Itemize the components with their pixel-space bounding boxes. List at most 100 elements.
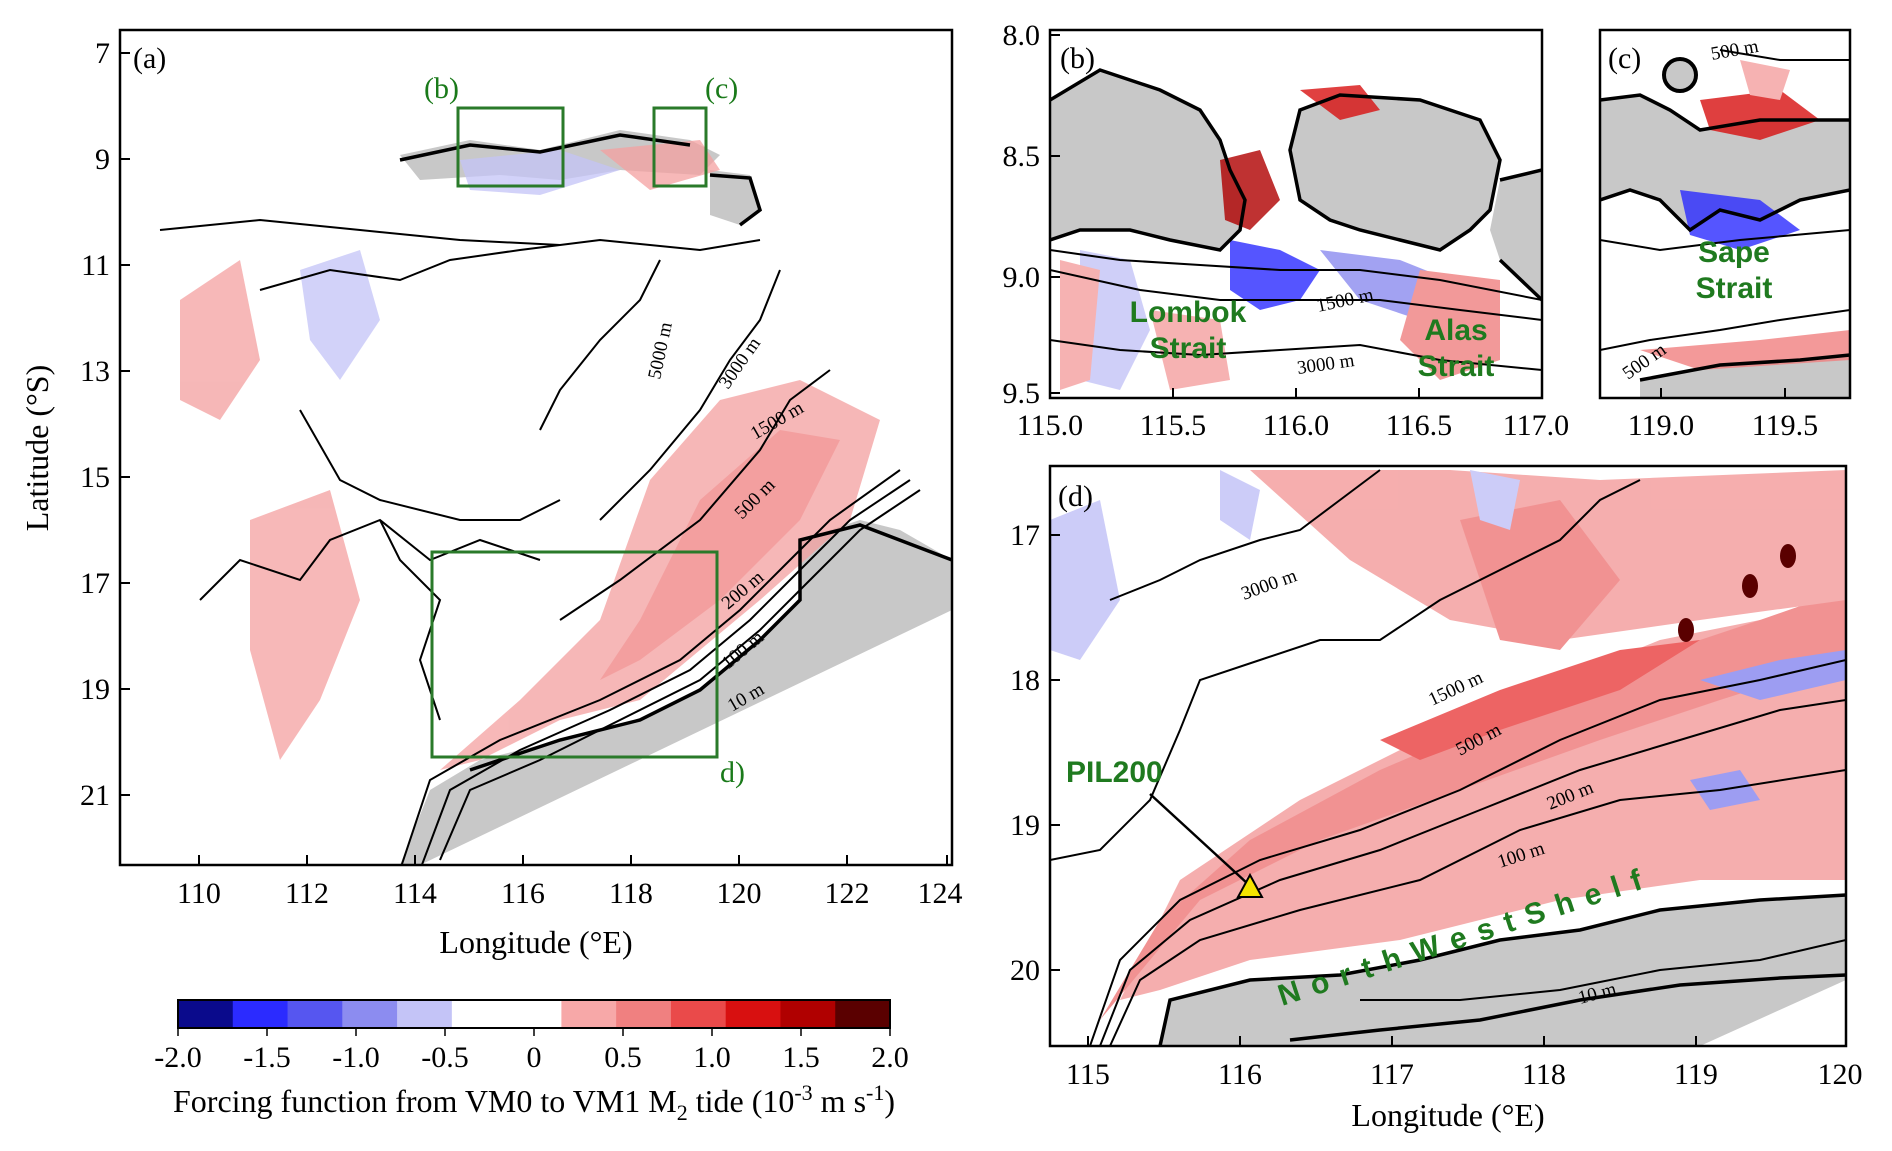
- contour-label-3000-d: 3000 m: [1239, 565, 1300, 604]
- label-alas-strait-2: Strait: [1418, 350, 1495, 383]
- x-tick: 115.5: [1140, 409, 1206, 442]
- colorbar-cell: [342, 1000, 398, 1028]
- colorbar-tick: -1.5: [243, 1041, 291, 1074]
- box-label-d: d): [720, 756, 745, 789]
- panel-label-b: (b): [1060, 42, 1095, 75]
- box-label-c: (c): [705, 72, 738, 105]
- y-tick: 21: [80, 779, 110, 812]
- y-tick: 9: [95, 143, 110, 176]
- inset-box-d: [430, 550, 719, 759]
- label-sape-strait-2: Strait: [1696, 272, 1773, 305]
- x-tick: 112: [285, 877, 329, 910]
- colorbar-tick: -2.0: [154, 1041, 202, 1074]
- inset-box-c: [652, 106, 708, 188]
- x-axis-label-a: Longitude (°E): [439, 924, 632, 960]
- colorbar-tick: 1.0: [693, 1041, 731, 1074]
- colorbar-tick: 2.0: [871, 1041, 909, 1074]
- y-tick: 7: [95, 37, 110, 70]
- y-tick: 8.0: [1003, 19, 1041, 52]
- colorbar-cell: [725, 1000, 781, 1028]
- land-bali: [1050, 70, 1245, 250]
- x-tick: 118: [609, 877, 653, 910]
- y-tick: 19: [1010, 809, 1040, 842]
- x-tick: 124: [918, 877, 963, 910]
- label-lombok-strait-1: Lombok: [1130, 296, 1247, 329]
- colorbar-tick: 0.5: [604, 1041, 642, 1074]
- panel-d: (d) 3000 m 1500 m 500 m 200 m 100 m 10 m…: [1010, 464, 1863, 1133]
- label-sape-strait-1: Sape: [1698, 236, 1770, 269]
- x-tick: 117.0: [1503, 409, 1569, 442]
- colorbar-tick: 1.5: [782, 1041, 820, 1074]
- y-axis-label-a: Latitude (°S): [19, 365, 55, 532]
- colorbar-cell: [835, 1000, 891, 1028]
- y-tick: 9.0: [1003, 261, 1041, 294]
- panel-c: (c) 500 m 500 m Sape Strait 119.0 119.5: [1598, 28, 1852, 442]
- x-tick: 116: [1218, 1058, 1262, 1091]
- y-tick: 17: [1010, 519, 1040, 552]
- x-tick: 119: [1674, 1058, 1718, 1091]
- land-lombok: [1290, 95, 1500, 250]
- colorbar-tick: -1.0: [332, 1041, 380, 1074]
- y-tick: 18: [1010, 664, 1040, 697]
- x-tick: 120: [1818, 1058, 1863, 1091]
- colorbar-cell: [561, 1000, 617, 1028]
- y-tick: 20: [1010, 954, 1040, 987]
- panel-label-a: (a): [133, 42, 166, 75]
- colorbar-label: Forcing function from VM0 to VM1 M2 tide…: [173, 1080, 895, 1125]
- x-tick: 114: [393, 877, 437, 910]
- x-tick: 119.5: [1752, 409, 1818, 442]
- inset-box-b: [456, 106, 565, 188]
- y-tick: 15: [80, 461, 110, 494]
- panel-a-y-axis: 7 9 11 13 15 17 19 21: [80, 37, 110, 812]
- island-sangeang: [1662, 57, 1698, 93]
- land-australia: [400, 520, 952, 865]
- colorbar-cell: [780, 1000, 836, 1028]
- y-tick: 11: [81, 249, 110, 282]
- x-tick: 122: [825, 877, 870, 910]
- contour-label-500-c-top: 500 m: [1709, 36, 1760, 65]
- panel-a-x-axis: 110 112 114 116 118 120 122 124: [177, 877, 962, 910]
- colorbar-cell: [670, 1000, 727, 1028]
- y-tick: 17: [80, 567, 110, 600]
- land-islands-northeast: [710, 170, 760, 225]
- y-tick: 19: [80, 673, 110, 706]
- colorbar-cell: [287, 1000, 343, 1028]
- contour-label-3000-b: 3000 m: [1296, 350, 1356, 379]
- colorbar-cell: [232, 1000, 289, 1028]
- panel-a: 5000 m 3000 m 1500 m 500 m 200 m 100 m 1…: [19, 28, 963, 960]
- x-tick: 120: [717, 877, 762, 910]
- colorbar-cell: [397, 1000, 453, 1028]
- colorbar-cell: [178, 1000, 234, 1028]
- land-sumbawa: [1490, 170, 1542, 300]
- panel-label-d: (d): [1058, 480, 1093, 513]
- panel-label-c: (c): [1608, 42, 1641, 75]
- x-tick: 116.0: [1263, 409, 1329, 442]
- x-tick: 117: [1370, 1058, 1414, 1091]
- colorbar-cell: [451, 1000, 508, 1028]
- x-tick: 115: [1066, 1058, 1110, 1091]
- x-tick: 118: [1522, 1058, 1566, 1091]
- colorbar-tick: -0.5: [421, 1041, 469, 1074]
- station-marker-pil200: [1236, 872, 1264, 898]
- label-alas-strait-1: Alas: [1424, 314, 1487, 347]
- y-tick: 9.5: [1003, 377, 1041, 410]
- land-flores-west: [1640, 355, 1850, 398]
- colorbar-tick: 0: [527, 1041, 542, 1074]
- contour-label-5000: 5000 m: [644, 320, 677, 381]
- x-tick: 116.5: [1386, 409, 1452, 442]
- y-tick: 8.5: [1003, 140, 1041, 173]
- contour-label-3000: 3000 m: [715, 334, 765, 393]
- y-tick: 13: [80, 355, 110, 388]
- x-tick: 110: [177, 877, 221, 910]
- colorbar-cell: [616, 1000, 672, 1028]
- label-lombok-strait-2: Strait: [1150, 332, 1227, 365]
- contour-label-1500-b: 1500 m: [1315, 284, 1376, 317]
- x-tick: 115.0: [1017, 409, 1083, 442]
- box-label-b: (b): [424, 72, 459, 105]
- colorbar: -2.0 -1.5 -1.0 -0.5 0 0.5 1.0 1.5 2.0 Fo…: [154, 999, 909, 1125]
- x-axis-label-d: Longitude (°E): [1351, 1097, 1544, 1133]
- x-tick: 119.0: [1628, 409, 1694, 442]
- land-australia-d: [1160, 895, 1846, 1046]
- colorbar-cell: [506, 1000, 562, 1028]
- station-label-pil200: PIL200: [1066, 756, 1163, 789]
